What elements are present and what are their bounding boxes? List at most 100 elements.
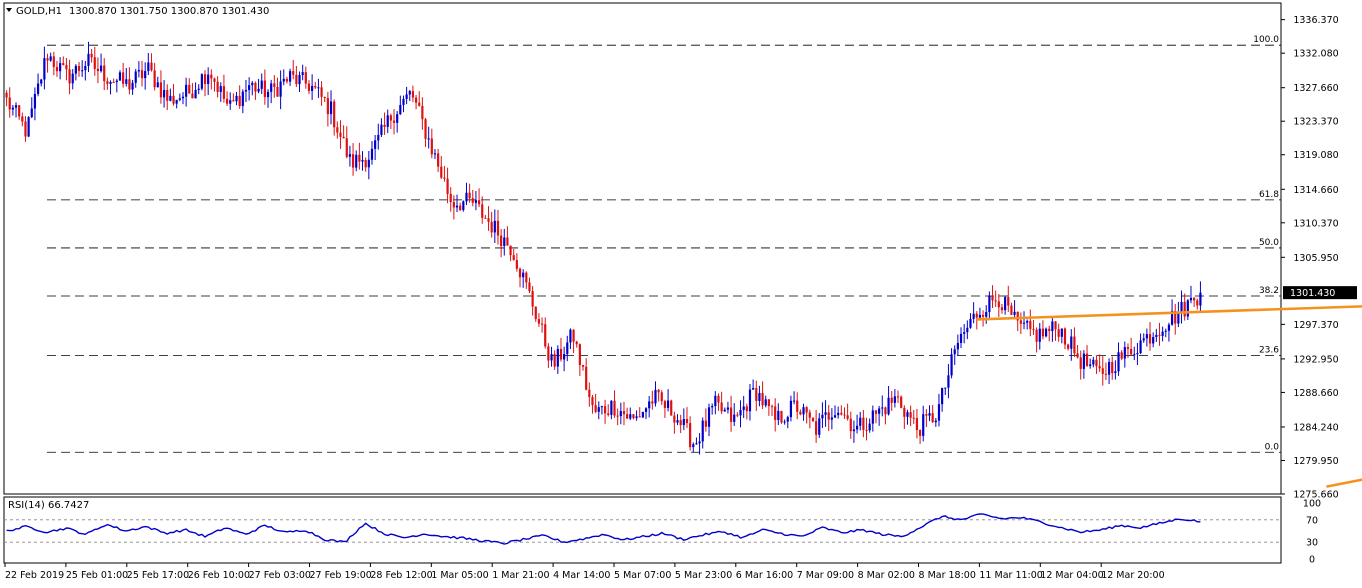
candle-body [896,396,900,398]
candle-body [827,412,830,420]
candle-body [900,396,903,408]
candle-body [1142,338,1145,341]
candle-body [386,115,389,127]
candle-body [288,71,292,82]
candle-body [484,217,487,219]
candle-body [96,68,100,72]
candle-body [569,329,572,343]
candle-body [59,63,62,72]
candle-body [229,100,232,104]
candle-body [1026,320,1029,323]
time-tick-label: 22 Feb 2019 [5,570,64,581]
candle-body [222,86,226,99]
candle-body [594,405,597,412]
candle-body [758,393,761,401]
candle-body [251,82,254,86]
candle-body [320,87,323,97]
candle-body [1089,364,1092,366]
rsi-line [6,513,1201,545]
candle-body [370,148,374,160]
candle-body [1196,300,1199,306]
candle-body [329,101,333,115]
candle-body [1152,337,1155,344]
time-tick-label: 8 Mar 18:00 [919,570,976,581]
candle-body [544,324,547,347]
candle-body [698,441,701,444]
candle-body [654,389,657,404]
candle-body [93,57,96,69]
candle-body [103,65,106,82]
candle-body [859,417,862,426]
candle-body [506,237,509,246]
fib-level-label: 23.6 [1259,345,1279,355]
candle-body [304,72,307,84]
candle-body [270,83,273,92]
candle-body [868,423,871,431]
candle-body [43,58,46,80]
candle-body [988,295,991,313]
candle-body [997,301,1000,308]
candle-body [440,166,443,178]
candle-body [783,421,786,423]
candle-body [685,419,689,424]
rsi-pane-frame [3,496,1282,564]
candle-body [635,416,638,419]
candle-body [260,80,263,89]
candle-body [405,94,408,99]
candle-body [1167,324,1171,331]
candle-body [273,83,276,88]
candle-body [207,74,210,84]
candle-body [326,98,329,115]
candle-body [575,341,578,345]
candle-body [884,407,887,415]
candle-body [679,420,682,426]
candle-body [843,414,846,416]
candle-body [755,388,758,401]
candle-body [122,72,125,84]
candle-body [118,72,122,81]
candle-body [865,429,868,431]
candle-body [46,58,49,61]
candle-body [1051,321,1054,332]
candle-body [591,397,594,406]
current-price-tag: 1301.430 [1283,286,1357,300]
candle-body [1126,347,1130,349]
candle-body [1010,305,1013,315]
candle-body [500,235,503,247]
trendlines[interactable] [976,276,1362,488]
candle-body [355,154,358,168]
candle-body [188,84,191,94]
candle-body [1186,300,1189,317]
fib-level-label: 38.2 [1259,286,1279,296]
price-tick-label: 1336.370 [1293,15,1338,26]
candle-body [364,159,367,168]
candle-body [1048,328,1051,332]
candle-body [1004,297,1007,311]
candle-body [1082,353,1085,369]
candle-body [550,354,553,361]
candle-body [1136,353,1139,355]
candle-body [978,314,982,318]
candle-body [707,407,711,427]
candle-body [1189,297,1193,301]
candle-body [1193,297,1196,301]
chart-menu-triangle-icon[interactable] [6,8,12,12]
candle-body [966,327,969,333]
candle-body [648,401,651,409]
candle-body [644,408,648,412]
candle-body [928,413,931,416]
candle-body [906,412,909,417]
candle-body [147,62,150,72]
fib-level-label: 61.8 [1259,190,1279,200]
candle-body [975,313,978,318]
candle-body [912,417,915,419]
candle-body [821,414,824,419]
candle-body [153,70,156,88]
candle-body [248,85,251,91]
candle-body [1170,310,1174,325]
candle-body [285,78,289,82]
candle-body [704,420,707,427]
price-tick-label: 1305.950 [1293,253,1338,264]
candle-body [796,400,799,412]
